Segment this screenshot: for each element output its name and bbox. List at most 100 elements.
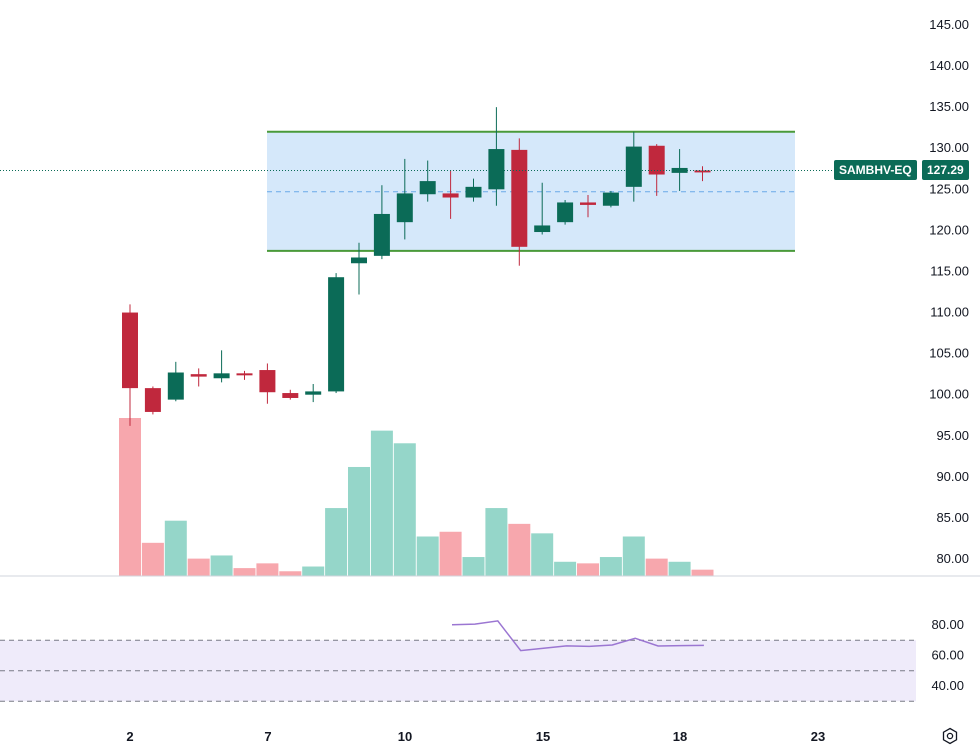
candle (190, 368, 207, 387)
candle (259, 363, 276, 404)
volume-bar (554, 561, 577, 576)
volume-bar (119, 418, 141, 576)
price-tick-label: 110.00 (930, 305, 969, 320)
candle-body (351, 257, 367, 264)
candle-body (534, 225, 551, 233)
time-tick-label: 7 (264, 729, 271, 744)
price-tick-label: 90.00 (936, 469, 969, 484)
volume-bar (462, 557, 485, 576)
price-tick-label: 105.00 (929, 346, 969, 361)
candle-body (442, 193, 459, 198)
volume-bar (645, 558, 668, 576)
volume-bar (599, 557, 622, 576)
candle-body (580, 202, 596, 205)
time-tick-label: 15 (536, 729, 550, 744)
candle (122, 304, 138, 426)
price-tick-label: 115.00 (930, 263, 969, 278)
settings-button[interactable] (940, 726, 960, 746)
candle-body (259, 370, 276, 393)
candle (602, 190, 619, 208)
candle (144, 386, 161, 415)
candle (648, 144, 665, 196)
rsi-tick-label: 80.00 (931, 617, 964, 632)
parallel-channel[interactable] (267, 130, 795, 252)
price-tick-label: 145.00 (929, 17, 969, 32)
volume-bar (187, 558, 210, 576)
candle (305, 384, 322, 403)
volume-bar (668, 561, 691, 576)
volume-bars (119, 418, 714, 576)
volume-bar (164, 520, 187, 576)
candle-body (373, 213, 390, 256)
symbol-label: SAMBHV-EQ (834, 160, 917, 181)
price-tick-label: 125.00 (929, 181, 969, 196)
price-axis[interactable]: 145.00 140.00 135.00 130.00 125.00 120.00 115.… (929, 17, 969, 566)
candle (328, 273, 345, 394)
candle-body (419, 181, 436, 195)
time-tick-label: 23 (811, 729, 825, 744)
rsi-tick-label: 40.00 (931, 678, 964, 693)
candle (488, 107, 505, 206)
candle (580, 195, 596, 218)
last-price-label: 127.29 (922, 160, 969, 181)
gear-icon (942, 727, 958, 745)
candle-body (602, 192, 619, 206)
candle-body (167, 372, 184, 400)
time-axis[interactable]: 2 7 10 15 18 23 (126, 729, 825, 744)
candle-body (488, 149, 505, 190)
rsi-line (451, 620, 704, 652)
price-tick-label: 130.00 (929, 140, 969, 155)
volume-bar (302, 566, 325, 576)
volume-bar (325, 508, 348, 576)
candle (442, 170, 459, 219)
candle-body (625, 146, 642, 187)
candle (236, 370, 253, 380)
rsi-band-fill (0, 640, 916, 702)
volume-bar (256, 563, 279, 576)
price-tick-label: 140.00 (929, 58, 969, 73)
price-tick-label: 80.00 (936, 551, 969, 566)
rsi-tick-label: 60.00 (931, 648, 964, 663)
candle-body (465, 186, 482, 198)
rsi-axis: 80.00 60.00 40.00 (931, 617, 964, 693)
candle-body (671, 167, 688, 173)
candlesticks (122, 107, 711, 426)
candle-body (236, 373, 253, 376)
candle-body (328, 277, 345, 392)
candle-body (282, 393, 299, 398)
candle (213, 350, 230, 383)
candle-body (305, 391, 322, 395)
volume-bar (348, 466, 370, 576)
volume-bar (691, 569, 714, 576)
rsi-pane (0, 620, 916, 702)
candle (511, 138, 528, 266)
volume-bar (279, 571, 302, 576)
price-tick-label: 85.00 (936, 510, 969, 525)
price-tick-label: 120.00 (929, 222, 969, 237)
volume-bar (439, 531, 462, 576)
time-tick-label: 10 (398, 729, 412, 744)
volume-bar (485, 508, 508, 576)
candle-body (648, 145, 665, 175)
price-tick-label: 95.00 (936, 428, 969, 443)
volume-bar (577, 563, 599, 576)
candle (396, 158, 413, 240)
candle-body (396, 193, 413, 223)
candle-body (694, 170, 711, 173)
candle-body (213, 373, 230, 379)
candle (351, 242, 367, 295)
candle (419, 160, 436, 202)
candle (282, 389, 299, 400)
candle (694, 166, 711, 182)
volume-bar (416, 536, 439, 576)
volume-bar (622, 536, 645, 576)
volume-bar (233, 568, 256, 576)
time-tick-label: 18 (673, 729, 687, 744)
candle-body (557, 202, 574, 223)
time-tick-label: 2 (126, 729, 133, 744)
volume-bar (210, 555, 233, 576)
candle (671, 149, 688, 191)
volume-bar (531, 533, 554, 576)
candle-body (144, 388, 161, 412)
